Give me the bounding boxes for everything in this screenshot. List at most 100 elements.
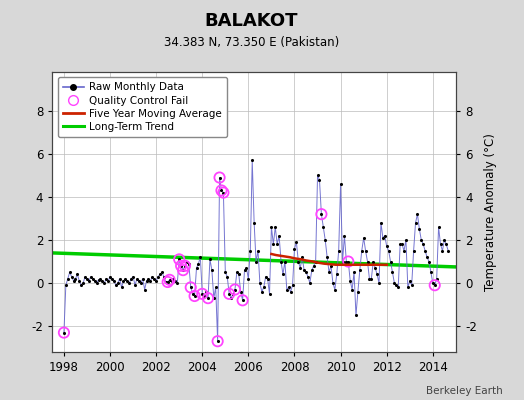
Point xyxy=(304,274,312,280)
Point xyxy=(277,258,285,265)
Point xyxy=(250,220,258,226)
Point xyxy=(225,291,233,297)
Point xyxy=(317,211,325,217)
Point xyxy=(167,278,176,284)
Point xyxy=(194,260,203,267)
Point xyxy=(62,282,70,288)
Point xyxy=(287,288,295,295)
Point xyxy=(425,258,433,265)
Point xyxy=(408,282,416,288)
Point xyxy=(403,284,412,290)
Point xyxy=(131,282,139,288)
Point xyxy=(166,277,174,283)
Point xyxy=(71,276,80,282)
Point xyxy=(115,276,124,282)
Point xyxy=(177,263,185,269)
Point xyxy=(323,254,331,260)
Point xyxy=(117,284,126,290)
Point xyxy=(213,338,222,344)
Point xyxy=(106,274,114,280)
Point xyxy=(204,295,212,301)
Point xyxy=(385,248,393,254)
Point xyxy=(73,271,82,278)
Point xyxy=(367,276,376,282)
Point xyxy=(225,291,233,297)
Point xyxy=(96,276,105,282)
Point xyxy=(379,235,387,241)
Point xyxy=(271,224,279,230)
Point xyxy=(248,157,256,164)
Point xyxy=(221,269,230,276)
Point xyxy=(98,278,106,284)
Point xyxy=(227,295,235,301)
Point xyxy=(258,288,266,295)
Legend: Raw Monthly Data, Quality Control Fail, Five Year Moving Average, Long-Term Tren: Raw Monthly Data, Quality Control Fail, … xyxy=(58,77,227,137)
Point xyxy=(192,265,201,271)
Text: BALAKOT: BALAKOT xyxy=(205,12,298,30)
Point xyxy=(210,295,218,301)
Point xyxy=(129,274,137,280)
Point xyxy=(175,256,183,262)
Point xyxy=(434,224,443,230)
Point xyxy=(154,274,162,280)
Point xyxy=(104,278,112,284)
Point xyxy=(75,278,83,284)
Point xyxy=(190,293,199,299)
Point xyxy=(77,282,85,288)
Point xyxy=(267,224,276,230)
Point xyxy=(143,278,151,284)
Point xyxy=(350,269,358,276)
Point xyxy=(66,269,74,276)
Point xyxy=(310,263,318,269)
Point xyxy=(402,237,410,243)
Point xyxy=(135,278,143,284)
Point xyxy=(432,276,441,282)
Point xyxy=(282,286,291,293)
Point xyxy=(190,293,199,299)
Point xyxy=(110,278,118,284)
Point xyxy=(187,284,195,290)
Point xyxy=(371,265,379,271)
Point xyxy=(215,174,224,181)
Point xyxy=(83,276,91,282)
Point xyxy=(281,258,289,265)
Point xyxy=(292,239,301,245)
Point xyxy=(200,293,209,299)
Point xyxy=(94,277,103,283)
Text: Berkeley Earth: Berkeley Earth xyxy=(427,386,503,396)
Point xyxy=(373,271,381,278)
Point xyxy=(175,256,183,262)
Point xyxy=(229,291,237,297)
Point xyxy=(86,274,95,280)
Point xyxy=(285,284,293,290)
Point xyxy=(313,172,322,178)
Point xyxy=(431,282,439,288)
Point xyxy=(183,258,191,265)
Point xyxy=(196,254,204,260)
Point xyxy=(298,254,307,260)
Point xyxy=(423,254,431,260)
Point xyxy=(223,274,232,280)
Point xyxy=(363,258,372,265)
Point xyxy=(436,241,445,248)
Point xyxy=(427,269,435,276)
Point xyxy=(160,274,168,280)
Point xyxy=(179,267,187,273)
Point xyxy=(163,279,172,285)
Point xyxy=(398,241,406,248)
Point xyxy=(411,220,420,226)
Point xyxy=(219,190,227,196)
Point xyxy=(259,284,268,290)
Point xyxy=(208,267,216,273)
Point xyxy=(146,278,155,284)
Point xyxy=(231,286,239,293)
Point xyxy=(241,267,249,273)
Point xyxy=(294,258,302,265)
Point xyxy=(354,288,362,295)
Point xyxy=(204,295,212,301)
Point xyxy=(362,248,370,254)
Point xyxy=(396,241,405,248)
Point xyxy=(357,248,366,254)
Point xyxy=(137,280,145,286)
Point xyxy=(127,276,135,282)
